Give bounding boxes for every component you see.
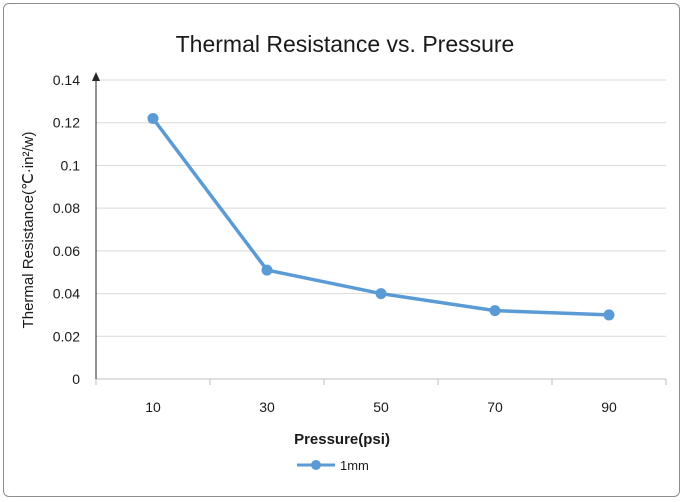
data-point (147, 112, 159, 124)
data-point (261, 264, 273, 276)
y-tick-label: 0.14 (53, 72, 80, 88)
y-tick-label: 0.08 (53, 200, 80, 216)
y-tick-label: 0.04 (53, 286, 80, 302)
x-tick-label: 10 (145, 399, 161, 415)
x-tick-label: 70 (487, 399, 503, 415)
x-tick-label: 30 (259, 399, 275, 415)
series-1mm (147, 112, 615, 321)
y-tick-label: 0 (72, 371, 80, 387)
axes (92, 72, 667, 385)
chart-title: Thermal Resistance vs. Pressure (176, 31, 515, 57)
gridlines (96, 79, 666, 337)
y-tick-label: 0.1 (61, 157, 81, 173)
y-tick-label: 0.06 (53, 243, 80, 259)
y-tick-label: 0.12 (53, 115, 80, 131)
x-tick-labels: 10 30 50 70 90 (145, 399, 617, 415)
data-point (603, 309, 615, 321)
y-axis-arrow (92, 72, 100, 81)
legend-label: 1mm (340, 458, 369, 473)
series-line (151, 116, 611, 317)
chart-frame (3, 3, 680, 497)
data-point (375, 288, 387, 300)
y-tick-label: 0.02 (53, 328, 80, 344)
y-axis-label: Thermal Resistance(℃·in²/w) (20, 132, 37, 329)
x-tick-label: 50 (373, 399, 389, 415)
legend: 1mm (297, 458, 369, 473)
x-axis-label: Pressure(psi) (294, 431, 390, 448)
y-tick-labels: 0 0.02 0.04 0.06 0.08 0.1 0.12 0.14 (53, 72, 80, 387)
legend-marker (311, 460, 321, 470)
x-tick-label: 90 (601, 399, 617, 415)
data-point (489, 305, 501, 317)
